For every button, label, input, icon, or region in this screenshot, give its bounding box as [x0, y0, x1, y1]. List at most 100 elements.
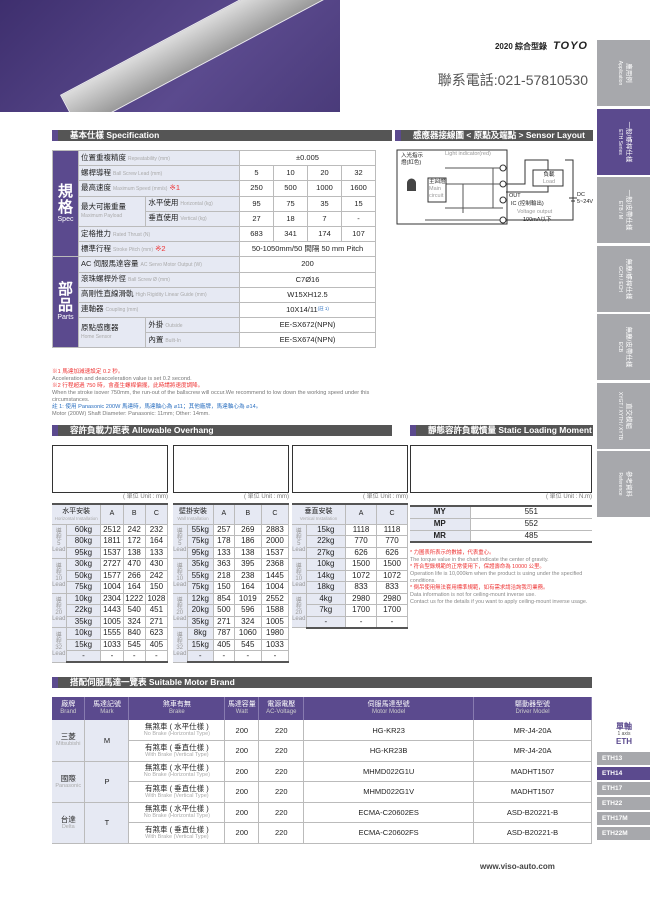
distance-cell: 395: [234, 558, 262, 571]
model-tab-eth17[interactable]: ETH17: [597, 782, 650, 796]
spec-value: ±0.005: [239, 149, 376, 167]
spec-value: EE-SX672(NPN): [239, 317, 376, 334]
lead-label: 導 程 5 Lead: [52, 524, 67, 559]
spec-notes: ※1 馬達加減速設定 0.2 秒。 Acceleration and deacce…: [52, 369, 392, 418]
name-en: AC Servo Motor Output (W): [140, 261, 202, 268]
distance-cell: 470: [123, 558, 146, 571]
brake-zh: 有煞車 ( 垂直仕樣 ): [145, 742, 209, 752]
spec-value: 200: [239, 256, 376, 273]
table-row: 95kg 1537 138 133: [52, 547, 169, 559]
note-mark: ※2: [153, 243, 166, 253]
table-row: 有煞車 ( 垂直仕樣 ) With Brake (Vertical Type) 20…: [52, 781, 592, 803]
driver-cell: MADHT1507: [473, 761, 592, 782]
distance-cell: 1222: [123, 593, 146, 605]
distance-cell: 2727: [100, 558, 124, 571]
spec-row: 螺桿導程 Ball Screw Lead (mm) 5 10 20 32: [53, 165, 376, 182]
payload-cell: 14kg: [306, 570, 347, 582]
lead-label: 導 程 10 Lead: [52, 558, 67, 594]
name-en: Repeatability (mm): [128, 155, 170, 162]
sidebar-tab-ecb[interactable]: 無塵/皮帶仕樣 ECB: [597, 314, 650, 382]
table-row: 75kg 1004 164 150: [52, 581, 169, 594]
catalog-title: 2020 綜合型錄 TOYO: [495, 40, 588, 52]
header-row: 垂直安裝 Vertical Installation A C: [292, 503, 408, 525]
name-zh: 原點感應器: [81, 323, 119, 333]
name-zh: 定格推力: [81, 228, 111, 238]
column-header: C: [145, 503, 169, 525]
name-en: High Rigidity Linear Guide (mm): [135, 292, 207, 299]
brand-cell: 國際 Panasonic: [52, 761, 86, 803]
unit-label: ( 單位 Unit : mm): [123, 494, 168, 500]
driver-cell: ASD-B20221-B: [473, 822, 592, 844]
distance-cell: 1555: [100, 627, 124, 640]
distance-cell: 1500: [345, 558, 378, 571]
brand-zh: 三菱: [60, 732, 76, 742]
column-header: 煞車有無 Brake: [128, 697, 226, 720]
spec-name: 最高速度 Maximum Speed (mm/s) ※1: [78, 180, 240, 197]
spec-name: 定格推力 Rated Thrust (N): [78, 225, 240, 243]
moment-name: MY: [410, 505, 471, 519]
distance-cell: 787: [213, 627, 235, 640]
distance-cell: 770: [345, 535, 378, 548]
watt-cell: 200: [224, 781, 260, 803]
sensor-section-title: 感應器接線圖 < 原點及端點 > Sensor Layout: [395, 130, 593, 141]
sidebar-tab-xygt-xyth-xytb[interactable]: 直交模組 XYGT / XYTH / XYTB: [597, 382, 650, 451]
spec-value: 683: [239, 225, 274, 243]
distance-cell: 430: [145, 558, 169, 571]
brand-zh: 國際: [60, 773, 76, 783]
distance-cell: -: [145, 650, 169, 663]
payload-cell: 55kg: [187, 570, 214, 582]
distance-cell: -: [100, 650, 124, 663]
tab-label: 應用例 Application: [616, 61, 632, 85]
distance-cell: -: [234, 650, 262, 663]
distance-cell: 164: [145, 535, 169, 548]
name-zh: 最高速度: [81, 182, 111, 192]
distance-cell: 1811: [100, 535, 124, 548]
sidebar-tab-reference[interactable]: 參考資料 Reference: [597, 451, 650, 519]
note-line: 註 1: 使用 Panasonic 200W 馬達時，馬達軸心為 ⌀11；其他廠…: [52, 404, 262, 410]
distance-cell: 324: [234, 616, 262, 628]
tab-label: 無塵/皮帶仕樣 ECB: [616, 327, 632, 368]
model-tab-eth17m[interactable]: ETH17M: [597, 812, 650, 826]
distance-cell: 1577: [100, 570, 124, 582]
distance-cell: 133: [145, 547, 169, 559]
distance-cell: 451: [145, 604, 169, 617]
tab-label: 無塵/螺桿仕樣 GCH / ECH: [616, 258, 632, 299]
unit-label: ( 單位 Unit : mm): [363, 494, 408, 500]
sidebar-tab-gch-ech[interactable]: 無塵/螺桿仕樣 GCH / ECH: [597, 245, 650, 314]
sidebar-tab-eth-series[interactable]: 一般/螺桿仕樣 ETH Series: [597, 108, 650, 177]
distance-cell: 232: [145, 524, 169, 536]
spec-row: 標準行程 Stroke Pitch (mm) ※2 50-1050mm/50 間隔 …: [53, 241, 376, 258]
spec-value: 7: [307, 210, 342, 227]
distance-cell: 1118: [345, 524, 378, 536]
distance-cell: 833: [345, 581, 378, 594]
website-url[interactable]: www.viso-auto.com: [480, 862, 555, 871]
brake-en: No Brake (Horizontal Type): [143, 772, 210, 779]
spec-value: 174: [307, 225, 342, 243]
horizontal-install-diagram: [52, 445, 168, 493]
driver-cell: MR-J4-20A: [473, 720, 592, 741]
model-tab-eth22m[interactable]: ETH22M: [597, 827, 650, 841]
model-tab-eth13[interactable]: ETH13: [597, 752, 650, 766]
wall-install-diagram: [173, 445, 289, 493]
spec-name: 螺桿導程 Ball Screw Lead (mm): [78, 165, 240, 182]
distance-cell: 1537: [100, 547, 124, 559]
distance-cell: 1537: [261, 547, 290, 559]
tab-label: 直交模組 XYGT / XYTH / XYTB: [616, 391, 632, 439]
sidebar-tab-application[interactable]: 應用例 Application: [597, 40, 650, 108]
spec-subname: 垂直使用 Vertical (kg): [145, 210, 240, 227]
column-header: C: [261, 503, 290, 525]
model-tab-eth14[interactable]: ETH14: [597, 767, 650, 781]
table-row: 55kg 218 238 1445: [173, 570, 290, 582]
distance-cell: -: [213, 650, 235, 663]
distance-cell: 854: [213, 593, 235, 605]
note-line: * 符合型錄規範的正常使用下，保證壽命為 10000 公里。: [410, 564, 545, 570]
moment-value: 552: [470, 518, 592, 531]
model-tab-eth22[interactable]: ETH22: [597, 797, 650, 811]
watt-cell: 200: [224, 822, 260, 844]
spec-name: 滾珠螺桿外徑 Ball Screw Ø (mm): [78, 271, 240, 288]
lead-label: 導 程 32 Lead: [173, 627, 188, 663]
sidebar-tab-etb-m[interactable]: 一般/皮帶仕樣 ETB / M: [597, 177, 650, 245]
tab-zh: 應用例: [624, 63, 632, 83]
column-header: 驅動器型號 Driver Model: [473, 697, 592, 720]
name-zh: 標準行程: [81, 243, 111, 253]
